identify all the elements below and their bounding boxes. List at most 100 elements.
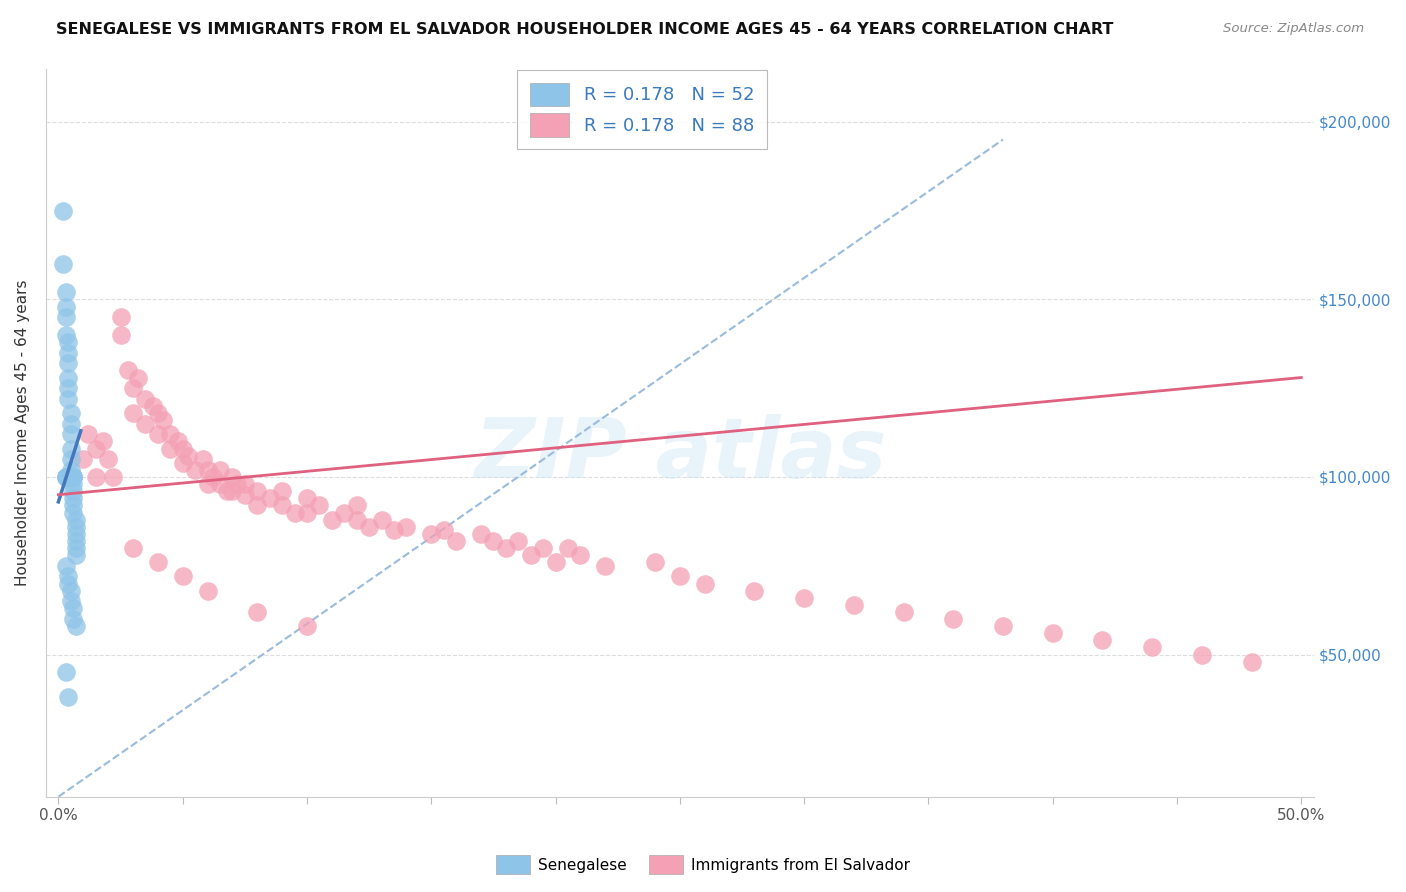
Point (444, 533, 467, 548)
Legend: Senegalese, Immigrants from El Salvador: Senegalese, Immigrants from El Salvador (491, 849, 915, 880)
Point (58, 576, 80, 591)
Point (62, 470, 84, 484)
Point (221, 470, 243, 484)
Point (59, 442, 82, 456)
Point (246, 499, 269, 513)
Point (1240, 655, 1263, 669)
Point (59, 406, 82, 420)
Text: SENEGALESE VS IMMIGRANTS FROM EL SALVADOR HOUSEHOLDER INCOME AGES 45 - 64 YEARS : SENEGALESE VS IMMIGRANTS FROM EL SALVADO… (56, 22, 1114, 37)
Point (52, 257, 75, 271)
Point (197, 463, 219, 477)
Point (59, 463, 82, 477)
Point (569, 548, 592, 562)
Point (122, 381, 145, 395)
Point (991, 619, 1014, 633)
Point (58, 370, 80, 384)
Point (97, 452, 120, 467)
Point (77, 427, 100, 442)
Point (172, 456, 194, 470)
Point (519, 548, 541, 562)
Point (744, 583, 766, 598)
Point (58, 345, 80, 359)
Point (221, 484, 243, 499)
Point (295, 619, 318, 633)
Point (346, 499, 368, 513)
Point (122, 406, 145, 420)
Point (1140, 640, 1163, 655)
Point (420, 526, 443, 541)
Point (59, 470, 82, 484)
Point (557, 541, 579, 555)
Point (152, 413, 174, 427)
Point (62, 470, 84, 484)
Point (470, 526, 492, 541)
Point (65, 541, 87, 555)
Point (531, 541, 554, 555)
Point (59, 583, 82, 598)
Point (197, 477, 219, 491)
Point (59, 594, 82, 608)
Point (55, 665, 77, 680)
Point (233, 477, 256, 491)
Point (55, 327, 77, 342)
Text: ZIP atlas: ZIP atlas (474, 414, 886, 495)
Point (1091, 633, 1114, 648)
Point (59, 470, 82, 484)
Point (295, 506, 318, 520)
Y-axis label: Householder Income Ages 45 - 64 years: Householder Income Ages 45 - 64 years (15, 279, 30, 586)
Point (55, 310, 77, 325)
Point (110, 327, 132, 342)
Point (595, 558, 617, 573)
Point (146, 555, 169, 569)
Point (65, 533, 87, 548)
Point (58, 356, 80, 370)
Point (942, 612, 965, 626)
Point (65, 526, 87, 541)
Point (159, 442, 181, 456)
Point (433, 523, 456, 537)
Point (208, 477, 231, 491)
Point (65, 513, 87, 527)
Point (58, 470, 80, 484)
Point (693, 576, 716, 591)
Point (58, 381, 80, 395)
Point (184, 463, 207, 477)
Point (62, 612, 84, 626)
Point (55, 470, 77, 484)
Point (52, 203, 75, 218)
Point (55, 470, 77, 484)
Point (84, 470, 107, 484)
Point (127, 370, 149, 384)
Point (166, 434, 188, 449)
Point (259, 491, 281, 506)
Point (122, 541, 145, 555)
Point (172, 569, 194, 583)
Point (495, 541, 517, 555)
Point (333, 506, 356, 520)
Point (59, 417, 82, 431)
Point (159, 427, 181, 442)
Point (110, 310, 132, 325)
Point (65, 548, 87, 562)
Point (284, 506, 307, 520)
Point (271, 484, 294, 499)
Point (62, 506, 84, 520)
Point (308, 499, 330, 513)
Point (59, 427, 82, 442)
Point (208, 463, 231, 477)
Point (370, 513, 392, 527)
Point (72, 452, 94, 467)
Point (395, 519, 418, 533)
Point (508, 533, 530, 548)
Point (197, 583, 219, 598)
Point (191, 452, 214, 467)
Point (246, 484, 269, 499)
Text: Source: ZipAtlas.com: Source: ZipAtlas.com (1223, 22, 1364, 36)
Point (482, 533, 505, 548)
Point (62, 499, 84, 513)
Point (91, 434, 114, 449)
Point (669, 569, 692, 583)
Point (271, 499, 294, 513)
Legend: R = 0.178   N = 52, R = 0.178   N = 88: R = 0.178 N = 52, R = 0.178 N = 88 (517, 70, 766, 149)
Point (62, 477, 84, 491)
